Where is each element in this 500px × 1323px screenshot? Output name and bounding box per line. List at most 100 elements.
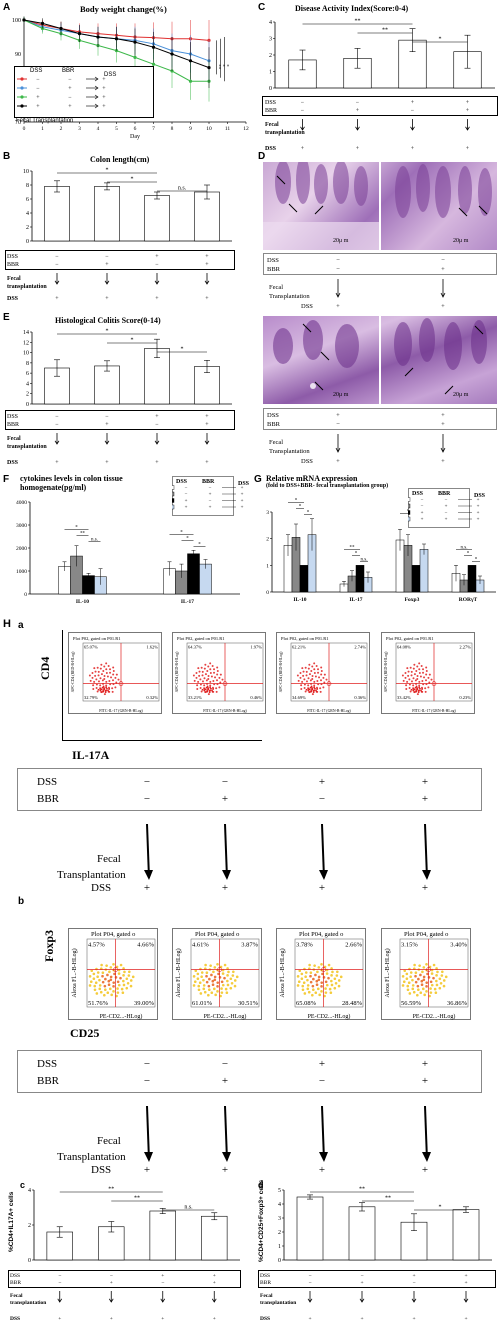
arrow-head	[319, 1152, 328, 1162]
significance-label: *	[106, 168, 109, 174]
legend-marker	[20, 77, 24, 81]
facs-event	[197, 984, 201, 988]
data-point	[170, 69, 174, 73]
facs-event	[313, 662, 316, 665]
facs-event	[422, 975, 426, 979]
facs-event	[315, 983, 319, 986]
facs-event	[104, 689, 107, 692]
facs-event	[196, 972, 200, 976]
group-table-hc	[8, 1270, 241, 1288]
cell-dss-after: +	[308, 1316, 311, 1322]
facs-event	[300, 687, 303, 690]
bar	[201, 1215, 228, 1261]
group-table-b	[5, 250, 235, 270]
cell-dss-after: +	[110, 1316, 113, 1322]
facs-event	[208, 691, 211, 694]
facs-event	[108, 679, 111, 682]
facs-event	[309, 679, 312, 682]
significance-label: *	[439, 37, 442, 43]
cell-dss-after: +	[412, 1316, 415, 1322]
group-table-c	[262, 96, 498, 116]
facs-event	[407, 670, 410, 673]
quadrant-lr: 39.00%	[134, 1000, 155, 1007]
arrow-shaft	[146, 823, 150, 879]
facs-event	[430, 972, 434, 975]
facs-event	[418, 680, 421, 683]
facs-event	[216, 666, 219, 669]
facs-event	[309, 980, 313, 984]
facs-event	[131, 975, 135, 979]
facs-event	[206, 669, 209, 672]
facs-event	[206, 685, 209, 688]
bar	[94, 365, 120, 405]
facs-event	[117, 678, 120, 681]
facs-event	[112, 679, 115, 682]
arrow-head	[160, 1298, 166, 1303]
quadrant-ur: 3.87%	[241, 942, 258, 949]
arrow-shaft	[224, 1105, 228, 1161]
facs-event	[325, 678, 328, 681]
facs-event	[232, 970, 235, 974]
data-point	[59, 26, 63, 31]
cell-dss: +	[422, 1058, 428, 1070]
legend-swatch	[408, 516, 411, 522]
arrow-head	[465, 126, 470, 131]
row-label-fecal: Fecal	[97, 853, 121, 865]
facs-event	[107, 979, 111, 983]
cell-dss: +	[464, 1273, 467, 1279]
legend-marker	[20, 95, 24, 99]
facs-event	[192, 984, 196, 987]
facs-event	[216, 981, 220, 984]
quadrant-ur: 3.40%	[450, 942, 467, 949]
facs-event	[210, 675, 213, 678]
cell-dss-after: +	[222, 882, 228, 894]
facs-event	[416, 675, 419, 678]
facs-x-axis-label: FITC-IL-17 (GRN-B-HLog)	[203, 709, 247, 713]
legend-dss-after: +	[241, 486, 244, 491]
facs-event	[300, 972, 304, 976]
facs-event	[407, 981, 411, 985]
facs-event	[297, 980, 301, 984]
quadrant-ur: 2.66%	[345, 942, 362, 949]
facs-event	[99, 687, 101, 690]
cell-dss-after: +	[319, 1164, 325, 1176]
row-label-dss: DSS	[37, 776, 57, 788]
quadrant-center	[118, 681, 124, 686]
facs-event	[311, 993, 314, 997]
facs-event	[205, 686, 208, 689]
facs-event	[323, 673, 326, 676]
facs-event	[97, 688, 100, 691]
facs-event	[200, 971, 204, 974]
facs-event	[412, 677, 415, 680]
facs-event	[301, 984, 305, 988]
bar	[296, 1196, 324, 1261]
facs-event	[223, 976, 226, 980]
cell-dss-after: +	[58, 1316, 61, 1322]
quadrant-center	[326, 681, 332, 686]
cell-bbr: −	[308, 1280, 311, 1286]
cell-bbr: +	[441, 421, 445, 428]
facs-event	[229, 986, 233, 990]
facs-event	[339, 975, 343, 979]
facs-event	[109, 975, 113, 979]
facs-event	[413, 663, 416, 666]
legend-bbr-header: BBR	[438, 491, 451, 497]
facs-event	[318, 993, 321, 997]
facs-event	[330, 983, 334, 987]
facs-event	[111, 690, 114, 693]
group-table-hb	[17, 1050, 482, 1093]
quadrant-lr: 36.86%	[447, 1000, 468, 1007]
facs-event	[216, 670, 219, 673]
facs-event	[122, 983, 126, 987]
group-table-hd	[258, 1270, 496, 1288]
legend-bbr: −	[209, 486, 212, 491]
data-point	[188, 59, 193, 63]
quadrant-center	[426, 967, 431, 972]
facs-event	[409, 666, 412, 669]
facs-event	[414, 971, 418, 975]
facs-event	[110, 993, 113, 997]
category-label: IL-17	[181, 599, 194, 605]
facs-event	[432, 976, 435, 980]
facs-event	[322, 976, 326, 979]
